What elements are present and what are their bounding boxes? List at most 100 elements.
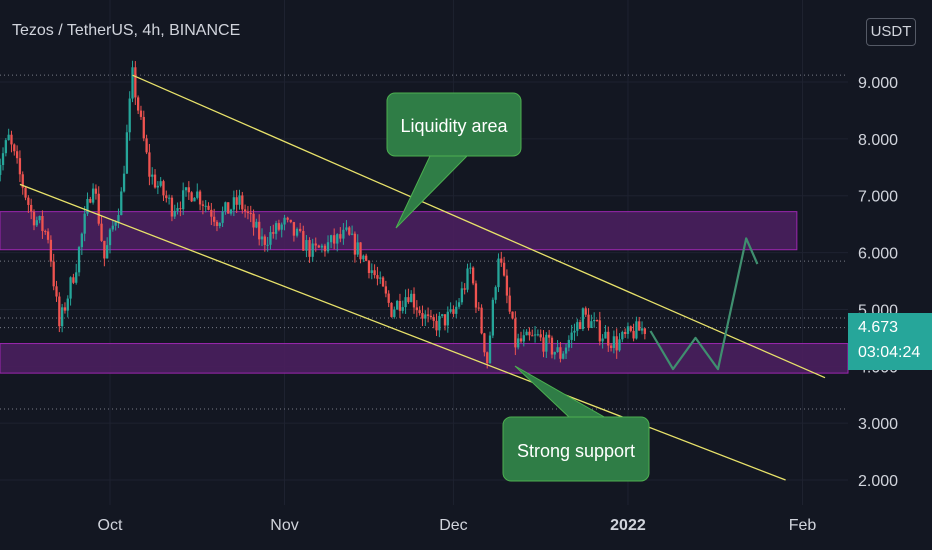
currency-button[interactable]: USDT xyxy=(866,18,916,46)
candle-body xyxy=(255,221,258,228)
candle-body xyxy=(483,333,486,353)
candle-body xyxy=(517,338,520,348)
candle-body xyxy=(329,235,333,243)
candle-body xyxy=(302,231,305,251)
projection-path[interactable] xyxy=(649,237,759,371)
support-callout-box xyxy=(502,416,650,482)
candle-body xyxy=(15,151,19,159)
candle-body xyxy=(584,308,587,315)
candle-body xyxy=(204,205,207,207)
x-tick-label: Oct xyxy=(98,517,123,534)
candle-body xyxy=(359,242,362,260)
candle-body xyxy=(266,244,269,246)
candle-body xyxy=(184,187,188,191)
candle-body xyxy=(556,347,559,353)
candle-body xyxy=(63,307,67,311)
candle-body xyxy=(72,277,75,283)
candle-body xyxy=(30,204,33,212)
candle-body xyxy=(241,195,244,210)
candle-body xyxy=(525,331,528,336)
candle-body xyxy=(89,198,92,203)
candle-body xyxy=(404,297,407,308)
candle-body xyxy=(128,98,131,133)
y-tick-label: 2.000 xyxy=(858,473,898,490)
candle-body xyxy=(179,208,182,210)
candle-body xyxy=(323,245,327,252)
candle-body xyxy=(170,197,174,217)
candle-body xyxy=(618,339,621,351)
candlestick-series xyxy=(0,60,646,369)
candle-body xyxy=(108,229,112,246)
candle-body xyxy=(46,231,50,240)
candle-body xyxy=(249,213,252,215)
time-axis[interactable]: Oct Nov Dec 2022 Feb xyxy=(98,517,817,534)
candle-body xyxy=(474,283,478,308)
candle-body xyxy=(452,309,455,314)
last-price-badge: 4.673 03:04:24 xyxy=(848,313,932,370)
candle-body xyxy=(395,300,399,310)
candle-body xyxy=(272,232,275,234)
candle-body xyxy=(27,197,30,205)
candle-body xyxy=(373,270,376,276)
candle-body xyxy=(494,287,497,300)
candle-body xyxy=(356,242,359,255)
candle-body xyxy=(449,309,452,312)
support-callout[interactable]: Strong support xyxy=(502,365,650,482)
candle-body xyxy=(339,234,342,239)
candle-body xyxy=(311,243,314,257)
candle-body xyxy=(145,138,148,153)
candle-body xyxy=(457,302,461,307)
candle-body xyxy=(365,255,368,261)
candle-body xyxy=(187,187,190,193)
candle-body xyxy=(0,165,2,175)
candle-body xyxy=(615,336,618,351)
candle-body xyxy=(24,187,27,198)
candle-body xyxy=(295,228,299,236)
y-tick-label: 8.000 xyxy=(858,132,898,149)
candle-body xyxy=(562,353,565,359)
candle-body xyxy=(274,223,278,234)
candle-body xyxy=(455,306,458,314)
candle-body xyxy=(488,335,492,364)
candle-body xyxy=(69,277,72,299)
candle-body xyxy=(353,233,357,255)
x-tick-label: Dec xyxy=(439,517,467,534)
candle-body xyxy=(410,293,413,303)
candle-body xyxy=(629,326,632,331)
candle-body xyxy=(381,277,385,287)
candle-body xyxy=(229,209,233,214)
candle-body xyxy=(578,322,582,330)
liquidity-callout[interactable]: Liquidity area xyxy=(386,92,522,229)
candle-body xyxy=(148,152,151,177)
candle-body xyxy=(446,311,449,326)
candle-body xyxy=(139,110,143,117)
candle-body xyxy=(210,209,213,217)
candle-body xyxy=(547,334,551,338)
candle-body xyxy=(100,223,103,241)
trendlines[interactable] xyxy=(19,74,826,481)
candle-body xyxy=(292,222,296,236)
candle-body xyxy=(401,307,404,311)
candle-body xyxy=(398,300,402,311)
candle-body xyxy=(91,188,95,203)
candle-body xyxy=(491,299,494,336)
candle-body xyxy=(159,181,162,186)
candle-body xyxy=(598,320,601,342)
y-tick-label: 7.000 xyxy=(858,189,898,206)
candle-body xyxy=(317,245,320,248)
candle-body xyxy=(559,347,562,359)
candle-body xyxy=(122,173,126,192)
candle-body xyxy=(49,239,53,262)
candle-body xyxy=(348,227,351,235)
candle-body xyxy=(421,313,424,319)
candle-body xyxy=(326,242,330,252)
candle-body xyxy=(638,321,641,331)
candle-body xyxy=(533,334,537,336)
candle-body xyxy=(289,219,292,223)
candle-body xyxy=(162,181,165,196)
candle-body xyxy=(320,245,324,248)
candle-body xyxy=(286,217,289,220)
candle-body xyxy=(573,330,576,333)
candle-body xyxy=(435,320,438,331)
